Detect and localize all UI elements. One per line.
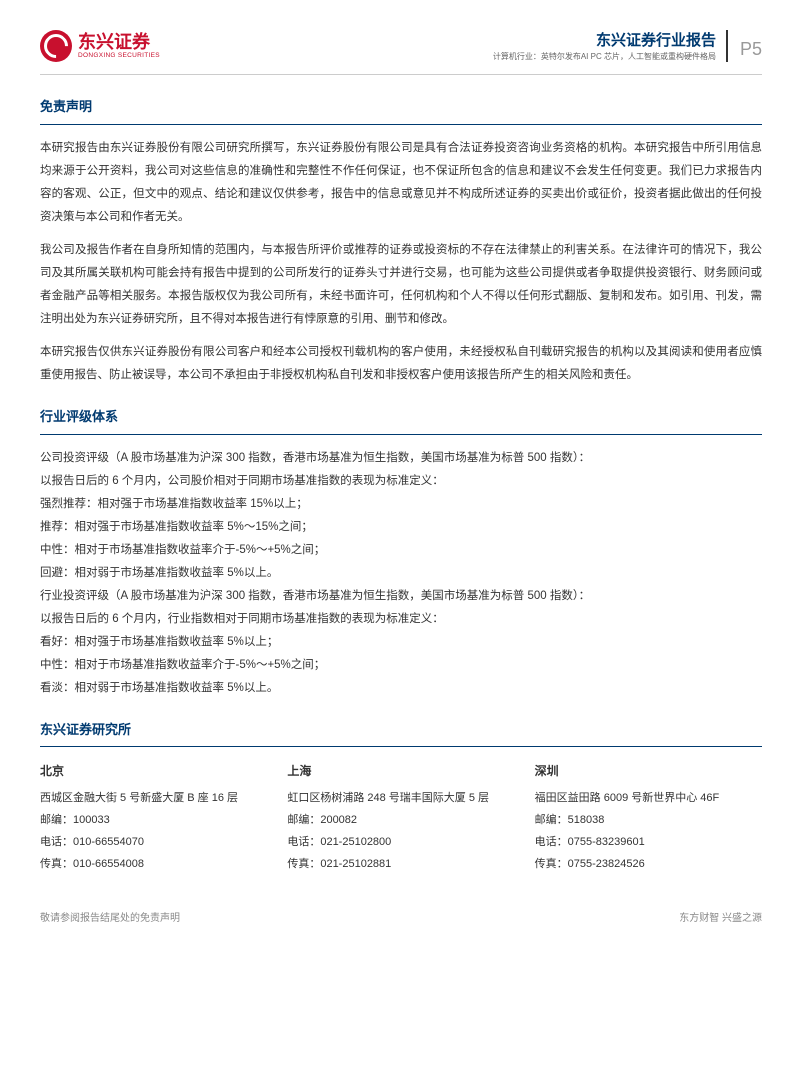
rating-heading: 行业评级体系 xyxy=(40,405,762,435)
page-number: P5 xyxy=(740,30,762,66)
rating-line: 推荐：相对强于市场基准指数收益率 5%～15%之间； xyxy=(40,516,762,539)
office-fax: 传真：0755-23824526 xyxy=(535,853,762,875)
rating-line: 行业投资评级（A 股市场基准为沪深 300 指数，香港市场基准为恒生指数，美国市… xyxy=(40,585,762,608)
logo-text-en: DONGXING SECURITIES xyxy=(78,52,160,59)
office-address: 西城区金融大街 5 号新盛大厦 B 座 16 层 xyxy=(40,787,267,809)
rating-line: 强烈推荐：相对强于市场基准指数收益率 15%以上； xyxy=(40,493,762,516)
company-logo-icon xyxy=(40,30,72,62)
office-tel: 电话：021-25102800 xyxy=(287,831,514,853)
office-shenzhen: 深圳 福田区益田路 6009 号新世界中心 46F 邮编：518038 电话：0… xyxy=(535,759,762,875)
office-beijing: 北京 西城区金融大街 5 号新盛大厦 B 座 16 层 邮编：100033 电话… xyxy=(40,759,267,875)
office-city: 深圳 xyxy=(535,759,762,783)
institute-heading: 东兴证券研究所 xyxy=(40,718,762,748)
office-shanghai: 上海 虹口区杨树浦路 248 号瑞丰国际大厦 5 层 邮编：200082 电话：… xyxy=(287,759,514,875)
header-right: 东兴证券行业报告 计算机行业：英特尔发布AI PC 芯片，人工智能或重构硬件格局… xyxy=(493,30,762,66)
disclaimer-heading: 免责声明 xyxy=(40,95,762,125)
office-fax: 传真：010-66554008 xyxy=(40,853,267,875)
disclaimer-para-1: 本研究报告由东兴证券股份有限公司研究所撰写，东兴证券股份有限公司是具有合法证券投… xyxy=(40,137,762,229)
office-tel: 电话：0755-83239601 xyxy=(535,831,762,853)
office-zip: 邮编：518038 xyxy=(535,809,762,831)
office-city: 上海 xyxy=(287,759,514,783)
page-footer: 敬请参阅报告结尾处的免责声明 东方财智 兴盛之源 xyxy=(40,903,762,928)
page-header: 东兴证券 DONGXING SECURITIES 东兴证券行业报告 计算机行业：… xyxy=(40,30,762,75)
rating-line: 公司投资评级（A 股市场基准为沪深 300 指数，香港市场基准为恒生指数，美国市… xyxy=(40,447,762,470)
rating-line: 以报告日后的 6 个月内，公司股价相对于同期市场基准指数的表现为标准定义： xyxy=(40,470,762,493)
office-zip: 邮编：100033 xyxy=(40,809,267,831)
logo-block: 东兴证券 DONGXING SECURITIES xyxy=(40,30,160,62)
office-address: 福田区益田路 6009 号新世界中心 46F xyxy=(535,787,762,809)
footer-left: 敬请参阅报告结尾处的免责声明 xyxy=(40,909,180,928)
office-fax: 传真：021-25102881 xyxy=(287,853,514,875)
report-title: 东兴证券行业报告 xyxy=(493,30,716,51)
report-subtitle: 计算机行业：英特尔发布AI PC 芯片，人工智能或重构硬件格局 xyxy=(493,51,716,62)
office-tel: 电话：010-66554070 xyxy=(40,831,267,853)
rating-line: 回避：相对弱于市场基准指数收益率 5%以上。 xyxy=(40,562,762,585)
disclaimer-para-3: 本研究报告仅供东兴证券股份有限公司客户和经本公司授权刊载机构的客户使用，未经授权… xyxy=(40,341,762,387)
rating-line: 看好：相对强于市场基准指数收益率 5%以上； xyxy=(40,631,762,654)
rating-line: 中性：相对于市场基准指数收益率介于-5%～+5%之间； xyxy=(40,539,762,562)
disclaimer-para-2: 我公司及报告作者在自身所知情的范围内，与本报告所评价或推荐的证券或投资标的不存在… xyxy=(40,239,762,331)
offices-row: 北京 西城区金融大街 5 号新盛大厦 B 座 16 层 邮编：100033 电话… xyxy=(40,759,762,875)
logo-text-cn: 东兴证券 xyxy=(78,33,160,53)
rating-line: 中性：相对于市场基准指数收益率介于-5%～+5%之间； xyxy=(40,654,762,677)
rating-line: 看淡：相对弱于市场基准指数收益率 5%以上。 xyxy=(40,677,762,700)
footer-right: 东方财智 兴盛之源 xyxy=(679,909,762,928)
office-address: 虹口区杨树浦路 248 号瑞丰国际大厦 5 层 xyxy=(287,787,514,809)
office-city: 北京 xyxy=(40,759,267,783)
rating-line: 以报告日后的 6 个月内，行业指数相对于同期市场基准指数的表现为标准定义： xyxy=(40,608,762,631)
office-zip: 邮编：200082 xyxy=(287,809,514,831)
